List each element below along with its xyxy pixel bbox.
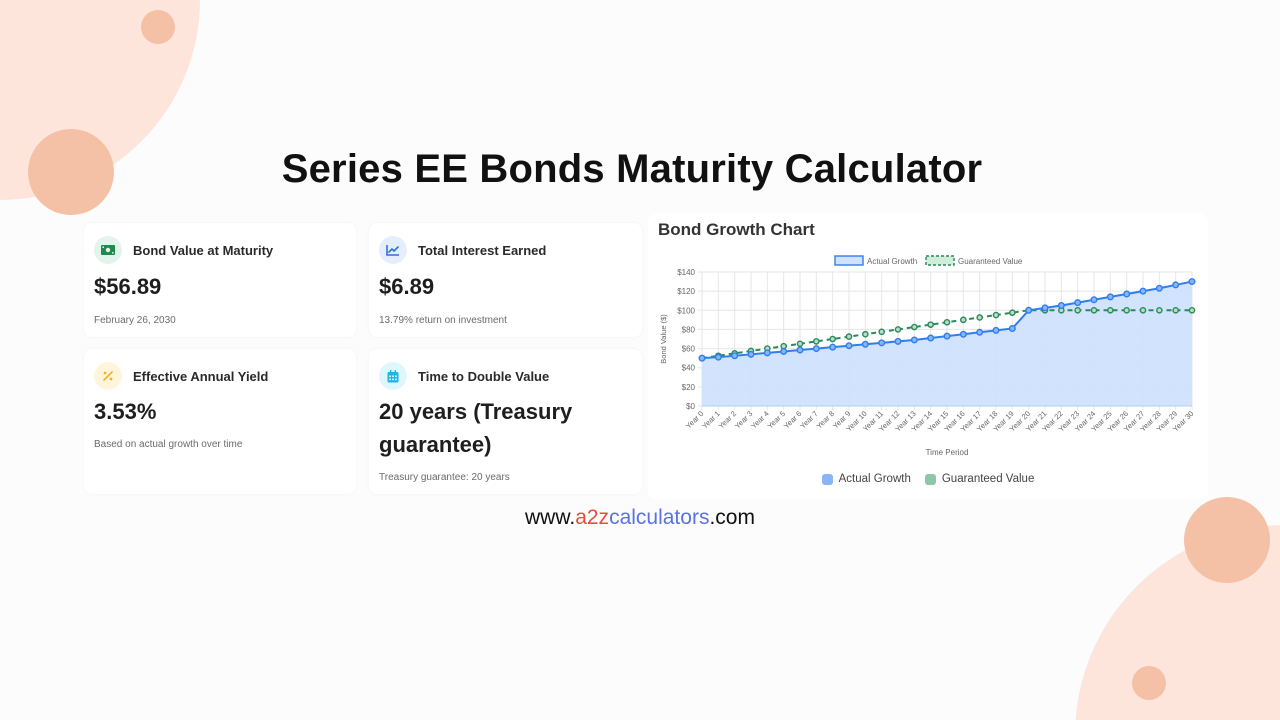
chart-title: Bond Growth Chart bbox=[658, 220, 815, 239]
card-label: Time to Double Value bbox=[418, 368, 550, 384]
card-value: $6.89 bbox=[379, 274, 435, 299]
decor-circle-medium-bottom-right bbox=[1184, 497, 1270, 583]
svg-text:$20: $20 bbox=[682, 383, 696, 392]
svg-text:Actual Growth: Actual Growth bbox=[867, 257, 917, 266]
calendar-icon bbox=[379, 362, 407, 390]
card-subtext: 13.79% return on investment bbox=[379, 315, 507, 326]
legend-swatch-actual bbox=[821, 473, 833, 485]
card-label: Total Interest Earned bbox=[418, 242, 547, 258]
legend-swatch-guaranteed bbox=[924, 473, 936, 485]
svg-text:$100: $100 bbox=[677, 306, 695, 315]
card-value-line1: 20 years (Treasury bbox=[379, 399, 573, 424]
card-time-to-double: Time to Double Value 20 years (Treasury … bbox=[369, 349, 642, 494]
card-value: $56.89 bbox=[94, 274, 162, 299]
card-total-interest: Total Interest Earned $6.89 13.79% retur… bbox=[369, 223, 642, 337]
card-subtext: February 26, 2030 bbox=[94, 315, 176, 326]
svg-text:$40: $40 bbox=[682, 364, 696, 373]
svg-text:Bond Value ($): Bond Value ($) bbox=[659, 314, 668, 364]
decor-circle-small-top-left bbox=[141, 10, 175, 44]
card-label: Bond Value at Maturity bbox=[133, 242, 274, 258]
card-label: Effective Annual Yield bbox=[133, 368, 269, 384]
chart-line-icon bbox=[379, 236, 407, 264]
page-title: Series EE Bonds Maturity Calculator bbox=[281, 147, 983, 191]
footer-website[interactable]: www.a2zcalculators.com bbox=[525, 506, 755, 529]
money-bill-icon bbox=[94, 236, 122, 264]
decor-circle-small-bottom-right bbox=[1132, 666, 1166, 700]
svg-text:$80: $80 bbox=[682, 325, 696, 334]
chart-legend-bottom: Actual Growth Guaranteed Value bbox=[648, 473, 1208, 485]
card-bond-value: Bond Value at Maturity $56.89 February 2… bbox=[84, 223, 356, 337]
card-annual-yield: Effective Annual Yield 3.53% Based on ac… bbox=[84, 349, 356, 494]
legend-item-guaranteed[interactable]: Guaranteed Value bbox=[924, 473, 1035, 485]
svg-text:Time Period: Time Period bbox=[926, 448, 969, 457]
percent-icon bbox=[94, 362, 122, 390]
legend-label: Guaranteed Value bbox=[941, 473, 1035, 485]
svg-text:$0: $0 bbox=[686, 402, 695, 411]
svg-text:$140: $140 bbox=[677, 268, 695, 277]
svg-text:Guaranteed Value: Guaranteed Value bbox=[958, 257, 1023, 266]
legend-label: Actual Growth bbox=[838, 473, 911, 485]
card-value: 3.53% bbox=[94, 399, 157, 424]
decor-circle-medium-top-left bbox=[28, 129, 114, 215]
card-subtext: Based on actual growth over time bbox=[94, 439, 243, 450]
chart-card: Bond Growth Chart $0 $20 $40 $60 $80 $100 $120… bbox=[648, 214, 1208, 499]
card-value-line2: guarantee) bbox=[379, 432, 492, 457]
legend-item-actual[interactable]: Actual Growth bbox=[821, 473, 911, 485]
svg-text:$120: $120 bbox=[677, 287, 695, 296]
card-subtext: Treasury guarantee: 20 years bbox=[379, 472, 510, 483]
svg-text:$60: $60 bbox=[682, 345, 696, 354]
